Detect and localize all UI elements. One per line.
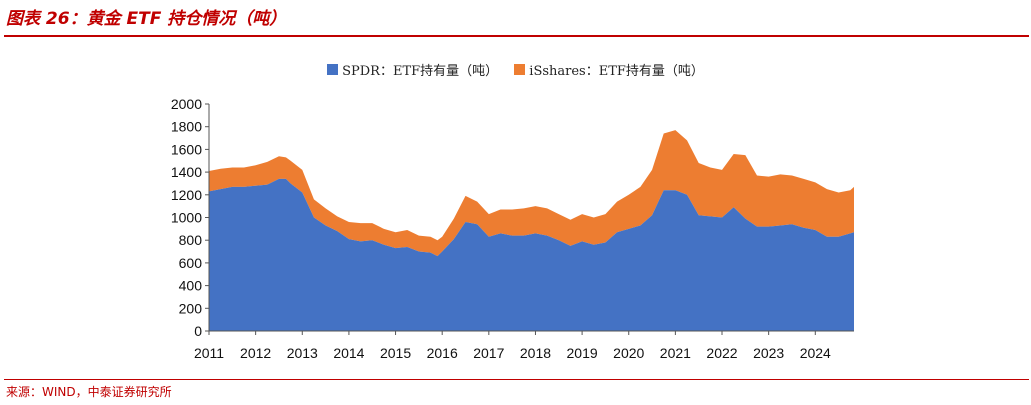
y-tick-label: 800: [179, 232, 203, 248]
y-tick-label: 1400: [171, 164, 202, 180]
x-tick-label: 2023: [753, 345, 784, 361]
x-tick-label: 2021: [660, 345, 691, 361]
legend-swatch-ishares: [514, 64, 526, 75]
x-tick-label: 2020: [613, 345, 644, 361]
y-tick-label: 1200: [171, 187, 202, 203]
y-tick-label: 600: [179, 255, 203, 271]
x-tick-label: 2019: [567, 345, 598, 361]
x-tick-label: 2016: [427, 345, 458, 361]
series-area-ishares: [209, 130, 854, 257]
x-tick-label: 2011: [194, 345, 224, 361]
source-note: 来源：WIND，中泰证券研究所: [6, 385, 172, 399]
legend-item-spdr: SPDR：ETF持有量（吨）: [327, 60, 498, 79]
y-tick-label: 1000: [171, 210, 202, 226]
legend-label-ishares: iSshares：ETF持有量（吨）: [529, 64, 704, 79]
footer-rule: [4, 379, 1029, 380]
x-tick-label: 2018: [520, 345, 551, 361]
x-tick-label: 2012: [240, 345, 271, 361]
y-tick-label: 2000: [171, 96, 202, 112]
series-area-spdr: [209, 178, 854, 331]
y-tick-label: 1600: [171, 141, 202, 157]
legend-swatch-spdr: [327, 64, 339, 75]
legend-item-ishares: iSshares：ETF持有量（吨）: [514, 60, 704, 79]
x-tick-label: 2015: [380, 345, 411, 361]
x-tick-label: 2014: [333, 345, 364, 361]
y-tick-label: 1800: [171, 119, 202, 135]
title-rule: [4, 35, 1029, 37]
y-tick-label: 200: [179, 300, 203, 316]
x-tick-label: 2022: [706, 345, 737, 361]
figure-title: 图表 26：黄金 ETF 持仓情况（吨）: [6, 9, 287, 29]
x-tick-label: 2024: [800, 345, 831, 361]
x-tick-label: 2013: [287, 345, 318, 361]
stacked-area-chart: 0 200 400 600 800 1000 1200 1400 1600 1800 2000 201…: [171, 96, 854, 361]
chart-legend: SPDR：ETF持有量（吨） iSshares：ETF持有量（吨）: [0, 60, 1031, 79]
x-tick-label: 2017: [473, 345, 504, 361]
legend-label-spdr: SPDR：ETF持有量（吨）: [342, 64, 499, 79]
y-tick-label: 400: [179, 278, 203, 294]
y-tick-label: 0: [194, 323, 202, 339]
